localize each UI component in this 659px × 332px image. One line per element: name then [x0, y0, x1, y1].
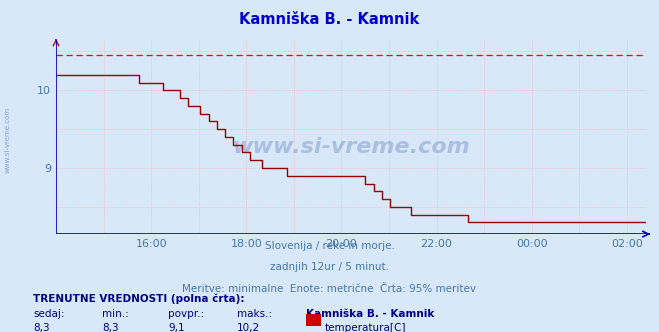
- Text: www.si-vreme.com: www.si-vreme.com: [232, 137, 470, 157]
- Text: 10,2: 10,2: [237, 323, 260, 332]
- Text: Meritve: minimalne  Enote: metrične  Črta: 95% meritev: Meritve: minimalne Enote: metrične Črta:…: [183, 284, 476, 294]
- Text: www.si-vreme.com: www.si-vreme.com: [5, 106, 11, 173]
- Text: Kamniška B. - Kamnik: Kamniška B. - Kamnik: [239, 12, 420, 27]
- Text: Slovenija / reke in morje.: Slovenija / reke in morje.: [264, 241, 395, 251]
- Text: temperatura[C]: temperatura[C]: [325, 323, 407, 332]
- Text: 9,1: 9,1: [168, 323, 185, 332]
- Text: maks.:: maks.:: [237, 309, 272, 319]
- Text: 8,3: 8,3: [102, 323, 119, 332]
- Text: 8,3: 8,3: [33, 323, 49, 332]
- Text: zadnjih 12ur / 5 minut.: zadnjih 12ur / 5 minut.: [270, 262, 389, 272]
- Text: min.:: min.:: [102, 309, 129, 319]
- Text: povpr.:: povpr.:: [168, 309, 204, 319]
- Text: TRENUTNE VREDNOSTI (polna črta):: TRENUTNE VREDNOSTI (polna črta):: [33, 294, 244, 304]
- Text: sedaj:: sedaj:: [33, 309, 65, 319]
- Text: Kamniška B. - Kamnik: Kamniška B. - Kamnik: [306, 309, 435, 319]
